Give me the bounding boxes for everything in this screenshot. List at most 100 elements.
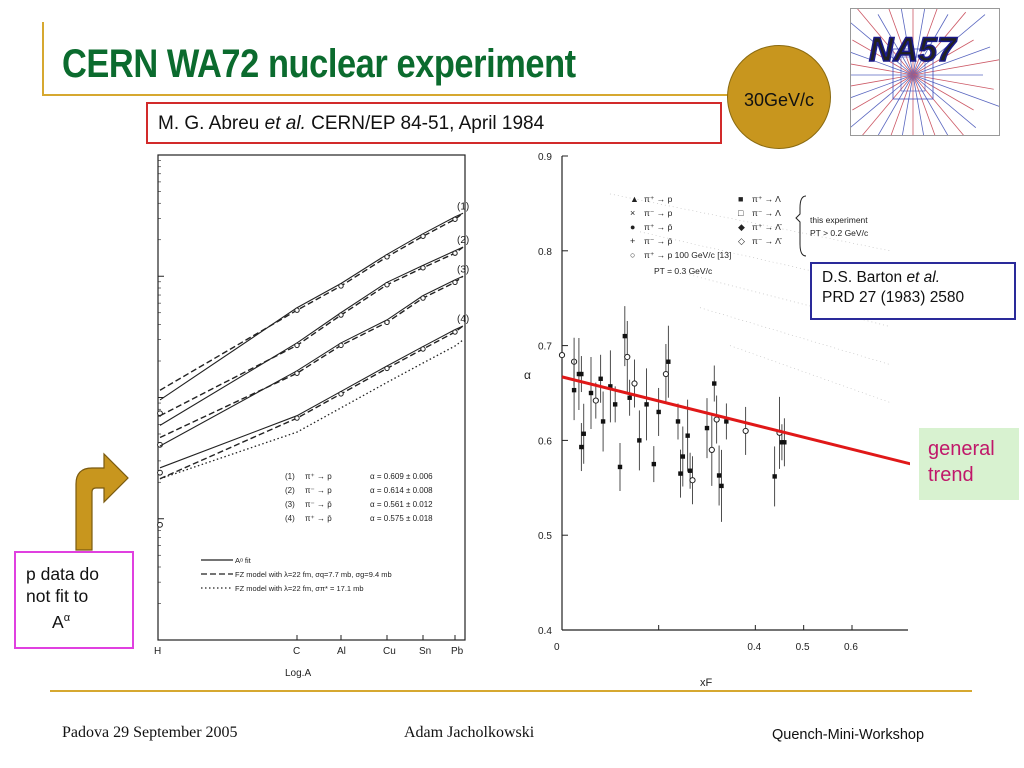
barton-author: D.S. Barton: [822, 269, 907, 286]
left-xtick-label: C: [293, 646, 300, 657]
left-plot-frame: [157, 154, 466, 641]
left-legend-id: (1): [285, 472, 295, 481]
left-point: [384, 282, 390, 288]
right-point: [581, 431, 586, 436]
left-point: [420, 233, 426, 239]
right-legend-marker: ■: [738, 194, 743, 204]
reference-author: M. G. Abreu: [158, 113, 265, 134]
footer-author: Adam Jacholkowski: [404, 724, 535, 741]
right-legend-marker: □: [738, 208, 744, 218]
footer-rule: [50, 690, 972, 692]
reference-rest: CERN/EP 84-51, April 1984: [305, 113, 545, 134]
right-legend-brace: [795, 195, 807, 257]
right-point: [579, 371, 584, 377]
footer-date: Padova 29 September 2005: [62, 724, 238, 741]
right-legend-marker: ●: [630, 222, 635, 232]
left-point: [294, 370, 300, 376]
na57-logo-graphic: NA57: [820, 0, 1006, 168]
left-legend-alpha: α = 0.561 ± 0.012: [370, 500, 433, 509]
left-series-label: (4): [457, 314, 469, 325]
right-point: [637, 438, 642, 443]
trend-label-line2: trend: [928, 464, 974, 486]
right-point: [558, 351, 566, 359]
logo-text: NA57: [869, 31, 958, 69]
left-point: [420, 346, 426, 352]
left-xtick-label: Al: [337, 646, 346, 657]
left-point: [294, 307, 300, 313]
left-model-legend-label: FZ model with λ=22 fm, σπ* = 17.1 mb: [235, 584, 364, 593]
right-legend-label: π⁻ → p̄: [644, 236, 673, 246]
left-point: [294, 415, 300, 421]
left-point: [338, 391, 344, 397]
left-legend-reaction: π⁺ → p: [305, 472, 332, 481]
right-point: [631, 380, 638, 387]
right-point: [680, 454, 686, 459]
trend-line: [561, 375, 920, 468]
right-legend-label: π⁺ → p̄: [644, 222, 673, 232]
left-point: [452, 250, 458, 256]
left-point: [294, 342, 300, 349]
left-point: [452, 279, 458, 286]
right-legend-marker: ▲: [630, 194, 639, 204]
right-point: [612, 402, 618, 407]
right-point: [656, 409, 661, 415]
left-legend-id: (3): [285, 500, 295, 509]
right-point: [689, 477, 696, 484]
left-xlabel: Log.A: [285, 668, 311, 679]
right-point: [716, 473, 722, 478]
energy-circle: [727, 45, 831, 149]
left-legend-id: (4): [285, 514, 295, 523]
right-ytick-label: 0.8: [538, 247, 552, 258]
cross-section-chart: 10²10¹10⁰10⁻¹10⁻²HCAlCuSnPbLog.Ax dσ/dx|…: [102, 151, 469, 679]
left-model-legend-label: FZ model with λ=22 fm, σq=7.7 mb, σg=9.4…: [235, 570, 392, 579]
left-legend-alpha: α = 0.609 ± 0.006: [370, 472, 433, 481]
right-point: [576, 371, 582, 377]
cross-section-figure: 10²10¹10⁰10⁻¹10⁻²HCAlCuSnPbLog.Ax dσ/dx|…: [102, 145, 493, 685]
left-point: [420, 295, 426, 301]
right-xtick-label: 0.4: [747, 642, 761, 653]
left-fit-curve: [159, 325, 464, 469]
right-legend-note2: PT = 0.3 GeV/c: [654, 266, 713, 276]
right-legend-label: π⁻ → Λ̄: [752, 236, 783, 246]
slide-title: CERN WA72 nuclear experiment: [62, 42, 576, 86]
left-legend-reaction: π⁻ → p: [305, 486, 332, 495]
left-point: [420, 265, 426, 271]
left-point: [452, 329, 458, 335]
right-ytick-label: 0.9: [538, 152, 552, 163]
barton-reference-box: D.S. Barton et al. PRD 27 (1983) 2580: [810, 262, 1016, 320]
pdata-alpha: α: [63, 612, 71, 624]
pdata-A: A: [52, 611, 64, 632]
energy-label: 30GeV/c: [743, 90, 815, 110]
left-legend-id: (2): [285, 486, 295, 495]
right-point: [608, 384, 613, 389]
right-ytick-label: 0.6: [538, 436, 552, 447]
right-point: [598, 376, 603, 381]
right-legend-marker: ○: [630, 250, 635, 260]
left-point: [157, 469, 163, 476]
left-model-curve: [159, 246, 464, 417]
right-point: [713, 416, 720, 423]
pdata-line3: Aα: [26, 607, 132, 633]
footer-event: Quench-Mini-Workshop: [772, 727, 925, 743]
reference-etal: et al.: [264, 113, 306, 134]
right-legend-label: π⁺ → Λ̄: [752, 222, 783, 232]
left-point: [452, 216, 458, 222]
left-xtick-label: Sn: [419, 646, 431, 657]
right-point: [627, 395, 632, 400]
left-legend-alpha: α = 0.575 ± 0.018: [370, 514, 433, 523]
na57-logo: NA57: [820, 0, 1006, 168]
right-scan-line: [639, 231, 891, 290]
left-series-label: (2): [457, 235, 469, 246]
right-point: [600, 419, 606, 424]
right-legend-marker: ◇: [738, 236, 745, 246]
right-legend-label: π⁻ → Λ: [752, 208, 781, 218]
left-point: [157, 521, 163, 528]
left-model-curve: [159, 275, 464, 439]
right-legend-note: this experiment: [810, 215, 868, 225]
alpha-figure: 0.4 0.5 0.6 0.7 0.8 0.9 0 0.4 0.5 0.6 xF α ▲ π⁺ → p × π…: [510, 148, 920, 689]
left-series-label: (1): [457, 201, 469, 212]
right-xlabel: xF: [700, 677, 713, 688]
left-point: [338, 342, 344, 349]
right-point: [622, 333, 628, 339]
